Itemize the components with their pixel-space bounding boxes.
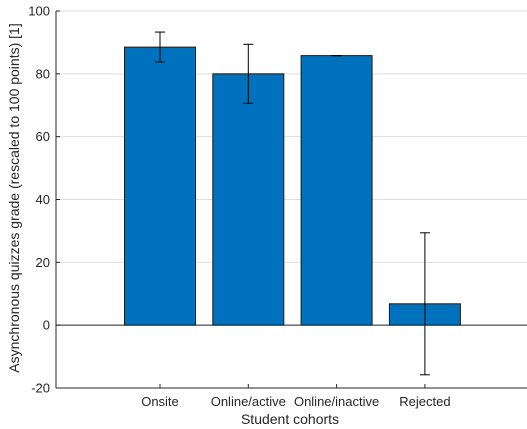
y-tick-label: 100 [28, 4, 50, 19]
y-tick-label: 80 [36, 66, 50, 81]
x-tick-label: Onsite [141, 394, 179, 409]
x-tick-label: Online/inactive [294, 394, 379, 409]
x-tick-label: Online/active [211, 394, 286, 409]
y-tick-label: 20 [36, 255, 50, 270]
axes [55, 11, 527, 389]
y-axis-label: Asynchronous quizzes grade (rescaled to … [6, 23, 22, 372]
y-tick-label: 60 [36, 129, 50, 144]
bar-online-inactive [300, 55, 373, 326]
y-tick-labels: -20 0 20 40 60 80 100 [28, 4, 50, 396]
y-tick-label: 40 [36, 192, 50, 207]
bars [124, 46, 461, 326]
y-tick-label: -20 [31, 381, 50, 396]
bar-online-active [212, 73, 285, 326]
bar-onsite [124, 46, 196, 326]
x-axis-label: Student cohorts [241, 411, 339, 427]
x-tick-label: Rejected [399, 394, 450, 409]
y-tick-label: 0 [43, 318, 50, 333]
x-tick-labels: Onsite Online/active Online/inactive Reject… [141, 394, 450, 409]
error-bars [155, 31, 430, 376]
